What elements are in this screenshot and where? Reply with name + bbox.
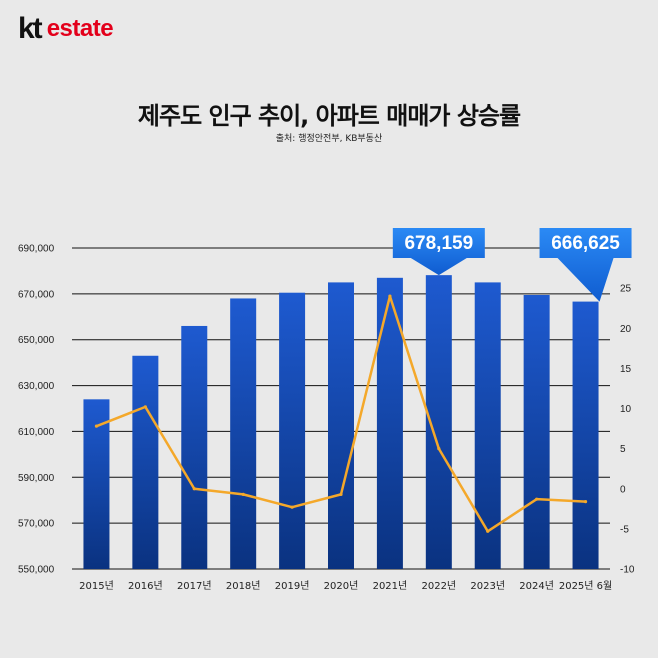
x-tick-label: 2016년 xyxy=(128,580,163,592)
line-series xyxy=(94,294,588,533)
bar xyxy=(523,295,550,569)
x-tick-label: 2021년 xyxy=(373,580,408,592)
line-point xyxy=(192,487,196,491)
x-axis-ticks: 2015년 2016년 2017년 2018년 2019년 2020년 2021년 2022년… xyxy=(79,580,612,592)
callout-label: 666,625 xyxy=(551,233,620,254)
line-point xyxy=(339,492,343,496)
left-tick-label: 610,000 xyxy=(18,427,55,438)
x-tick-label: 2017년 xyxy=(177,580,212,592)
left-tick-label: 670,000 xyxy=(18,289,55,300)
bar xyxy=(474,282,501,569)
kt-estate-logo: kt estate xyxy=(18,12,114,45)
line-point xyxy=(583,499,588,504)
chart-title: 제주도 인구 추이, 아파트 매매가 상승률 xyxy=(137,102,521,130)
line-point xyxy=(94,424,99,428)
chart-source: 출처: 행정안전부, KB부동산 xyxy=(275,134,383,144)
right-tick-label: 25 xyxy=(620,284,632,295)
line-point xyxy=(143,405,147,409)
kt-logo-text: kt xyxy=(18,12,43,45)
right-tick-label: 10 xyxy=(620,404,632,415)
x-tick-label: 2023년 xyxy=(470,580,505,592)
bar xyxy=(328,282,354,569)
right-tick-label: 15 xyxy=(620,364,632,375)
value-callout: 678,159 xyxy=(392,228,485,276)
left-tick-label: 570,000 xyxy=(18,519,55,530)
line-point xyxy=(388,294,392,298)
bar xyxy=(572,301,599,569)
right-axis-ticks: 302520151050-5-10 xyxy=(620,244,635,576)
x-tick-label: 2025년 6월 xyxy=(559,580,612,592)
bar-series xyxy=(83,275,599,569)
line-point xyxy=(486,529,490,533)
right-tick-label: -10 xyxy=(620,565,635,576)
x-tick-label: 2015년 xyxy=(79,580,114,592)
x-tick-label: 2018년 xyxy=(226,580,261,592)
left-tick-label: 690,000 xyxy=(18,244,55,255)
right-tick-label: -5 xyxy=(620,524,629,535)
line-point xyxy=(535,497,539,501)
estate-logo-word: estate xyxy=(46,15,114,42)
bar xyxy=(279,292,306,569)
callout-shape xyxy=(539,228,632,302)
line-point xyxy=(437,447,441,451)
line-point xyxy=(241,492,245,496)
left-tick-label: 550,000 xyxy=(18,565,55,576)
bar xyxy=(230,298,257,569)
right-tick-label: 20 xyxy=(620,324,632,335)
right-tick-label: 5 xyxy=(620,444,626,455)
callout-shape xyxy=(392,228,485,276)
value-callouts: 678,159 666,625 xyxy=(392,228,632,302)
x-tick-label: 2022년 xyxy=(421,580,456,592)
left-axis-ticks: 690,000 670,000 650,000 630,000 610,000 590,0… xyxy=(18,244,55,576)
bar xyxy=(181,325,208,569)
line-point xyxy=(290,505,294,509)
right-tick-label: 0 xyxy=(620,484,626,495)
left-tick-label: 630,000 xyxy=(18,381,55,392)
left-tick-label: 650,000 xyxy=(18,335,55,346)
bar xyxy=(132,355,159,569)
kt-logo-mark: kt xyxy=(18,12,43,45)
x-tick-label: 2024년 xyxy=(519,580,554,592)
left-tick-label: 590,000 xyxy=(18,473,55,484)
x-tick-label: 2020년 xyxy=(324,580,359,592)
value-callout: 666,625 xyxy=(539,228,632,302)
x-tick-label: 2019년 xyxy=(275,580,310,592)
callout-label: 678,159 xyxy=(404,233,473,254)
